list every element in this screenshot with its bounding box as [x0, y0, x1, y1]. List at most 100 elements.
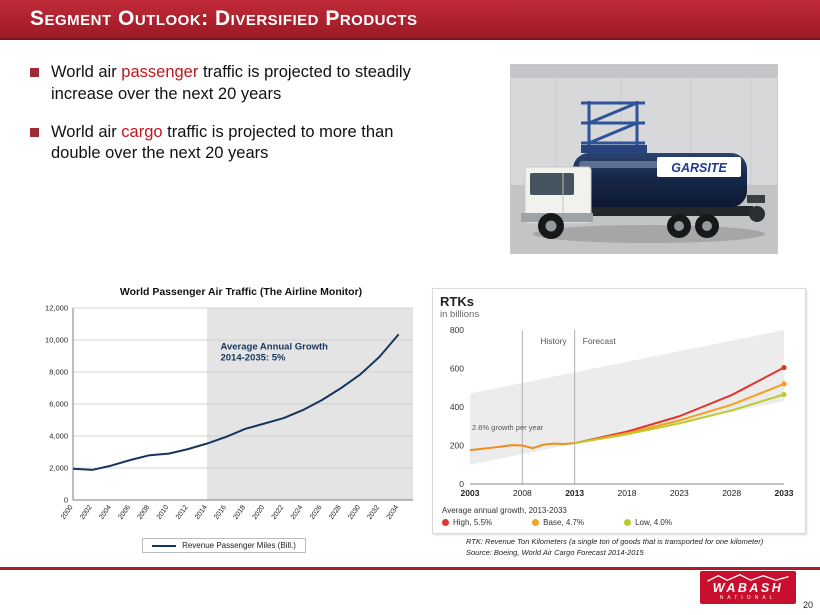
x-tick-label: 2004 — [98, 504, 113, 521]
y-tick-label: 2,000 — [49, 464, 68, 473]
chart-legend: Revenue Passenger Miles (Bill.) — [142, 538, 306, 553]
forecast-label: Forecast — [583, 336, 617, 346]
y-tick-label: 8,000 — [49, 368, 68, 377]
chart-subtitle: in billions — [440, 308, 480, 320]
passenger-traffic-chart: World Passenger Air Traffic (The Airline… — [26, 286, 422, 553]
bullet-list: World air passenger traffic is projected… — [30, 62, 430, 181]
bullet-text-post: traffic is projected to more than double… — [51, 122, 394, 163]
platform-deck — [581, 145, 647, 153]
x-tick-label: 2028 — [722, 488, 741, 498]
service-platform — [581, 101, 645, 153]
x-tick-label: 2032 — [366, 504, 381, 521]
x-tick-label: 2016 — [213, 504, 228, 521]
tanker-truck-illustration: GARSITE — [511, 65, 777, 253]
wabash-national-logo: WABASH NATIONAL — [700, 571, 796, 604]
footnote-line-2: Source: Boeing, World Air Cargo Forecast… — [466, 548, 644, 558]
x-tick-label: 2034 — [386, 504, 401, 521]
chart-title: World Passenger Air Traffic (The Airline… — [119, 286, 363, 298]
y-tick-label: 200 — [450, 440, 464, 450]
legend-item: Low, 4.0% — [624, 518, 672, 527]
x-tick-label: 2024 — [290, 504, 305, 521]
forecast-line — [574, 393, 785, 444]
y-tick-label: 800 — [450, 325, 464, 335]
hose-reel — [749, 206, 765, 222]
y-tick-label: 4,000 — [49, 432, 68, 441]
line-end-dot — [781, 391, 787, 397]
brand-sign — [657, 157, 741, 177]
y-tick-label: 0 — [64, 496, 68, 505]
history-label: History — [540, 336, 567, 346]
legend-title: Average annual growth, 2013-2033 — [442, 505, 567, 515]
legend-item: High, 5.5% — [442, 518, 492, 527]
passenger-line — [72, 333, 400, 471]
bullet-text-highlight: cargo — [121, 122, 163, 141]
rear-equipment — [747, 195, 765, 203]
legend-line-swatch — [152, 544, 177, 547]
rtk-plot: 0 200 400 600 800 2003 2008 2013 2018 2023 2028 203… — [450, 325, 794, 498]
x-tick-label: 2002 — [79, 504, 94, 521]
bullet-text: World air cargo traffic is projected to … — [51, 122, 430, 166]
chart-title: RTKs — [440, 294, 474, 309]
diagonal-band — [470, 329, 784, 465]
bullet-item: World air cargo traffic is projected to … — [30, 122, 430, 166]
logo-secondary-text: NATIONAL — [719, 594, 777, 601]
logo-primary-text: WABASH — [712, 581, 784, 596]
x-tick-label: 2033 — [775, 488, 794, 498]
bullet-text: World air passenger traffic is projected… — [51, 62, 430, 106]
forecast-line — [574, 366, 785, 444]
brand-text: GARSITE — [671, 161, 727, 175]
x-tick-label: 2014 — [194, 504, 209, 521]
x-tick-label: 2008 — [137, 504, 152, 521]
bullet-square-icon — [30, 68, 39, 77]
line-end-dot — [781, 364, 787, 370]
bullet-text-pre: World air — [51, 63, 122, 81]
x-tick-label: 2030 — [347, 504, 362, 521]
mountain-icon — [707, 574, 789, 582]
x-tick-label: 2020 — [252, 504, 267, 521]
legend-label: Low, 4.0% — [635, 517, 672, 527]
legend-label: Base, 4.7% — [543, 517, 585, 527]
x-tick-label: 2028 — [328, 504, 343, 521]
building-roof-edge — [511, 65, 777, 78]
footnote: RTK: Revenue Ton Kilometers (a single to… — [466, 536, 806, 559]
x-tick-label: 2012 — [175, 504, 190, 521]
bullet-text-post: traffic is projected to steadily increas… — [51, 63, 411, 103]
legend-dot-icon — [442, 518, 449, 526]
line-end-dot — [781, 380, 787, 387]
tanker-truck-photo: GARSITE — [510, 64, 778, 254]
annotation-text: Average Annual Growth — [220, 342, 328, 353]
growth-label: 2.6% growth per year — [472, 423, 544, 432]
x-tick-label: 2026 — [309, 504, 324, 521]
page-number: 20 — [802, 600, 813, 610]
y-tick-label: 12,000 — [45, 304, 68, 313]
truck-chassis — [581, 206, 753, 216]
history-line — [469, 441, 575, 451]
legend-dot-icon — [532, 518, 540, 526]
page-title: Segment Outlook: Diversified Products — [30, 7, 418, 30]
bottom-accent-rule — [0, 567, 820, 570]
x-tick-label: 2018 — [618, 488, 637, 498]
y-tick-label: 10,000 — [45, 336, 68, 345]
x-tick-label: 2022 — [271, 504, 286, 521]
x-tick-label: 2006 — [117, 504, 132, 521]
bullet-text-highlight: passenger — [121, 63, 199, 81]
bullet-square-icon — [30, 127, 39, 137]
annotation-text: 2014-2035: 5% — [220, 353, 286, 364]
x-tick-label: 2023 — [670, 488, 689, 498]
legend-item: Base, 4.7% — [532, 518, 584, 527]
y-tick-label: 0 — [459, 479, 464, 489]
bullet-text-pre: World air — [51, 122, 122, 141]
y-tick-label: 600 — [450, 363, 464, 373]
legend-label: High, 5.5% — [453, 517, 493, 527]
cab-window — [530, 173, 574, 195]
y-tick-label: 400 — [450, 402, 464, 412]
chart-legend: High, 5.5% Base, 4.7% Low, 4.0% — [440, 518, 798, 527]
x-tick-label: 2003 — [461, 488, 480, 498]
x-tick-label: 2000 — [60, 504, 75, 521]
passenger-traffic-plot: 0 2,000 4,000 6,000 8,000 10,000 12,000 2000 200… — [45, 304, 413, 521]
x-tick-label: 2010 — [156, 504, 171, 521]
y-tick-label: 6,000 — [49, 400, 68, 409]
legend-label: Revenue Passenger Miles (Bill.) — [182, 541, 296, 550]
bullet-item: World air passenger traffic is projected… — [30, 62, 430, 106]
